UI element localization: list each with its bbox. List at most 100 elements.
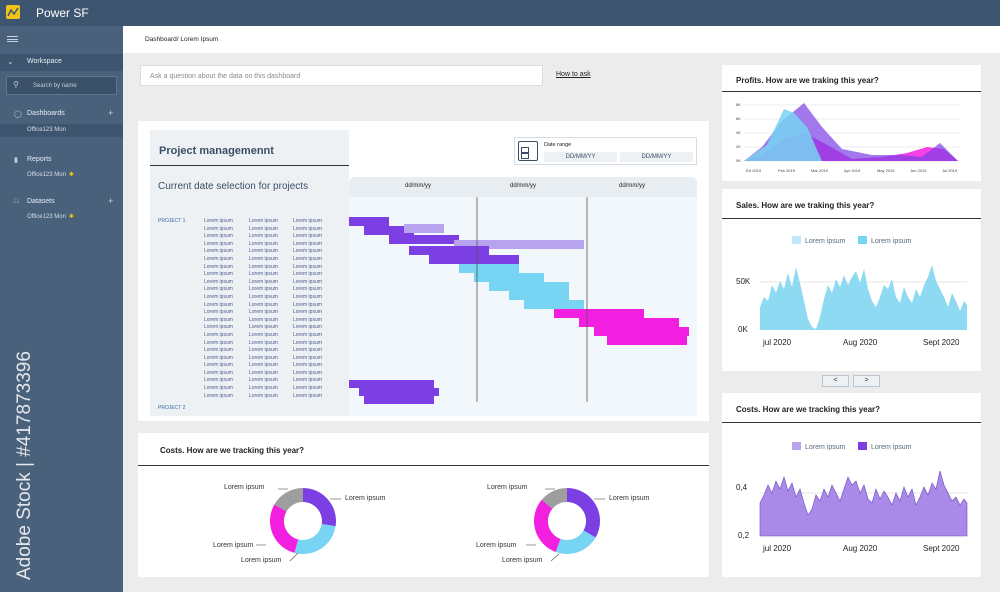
gantt-bar[interactable]	[607, 336, 687, 345]
date-to-field[interactable]: DD/MM/YY	[620, 152, 693, 162]
gantt-bar[interactable]	[404, 224, 444, 233]
project-task-label: Lorem ipsum	[249, 362, 278, 369]
project-task-label: Lorem ipsum	[249, 339, 278, 346]
gantt-bar[interactable]	[359, 388, 439, 396]
legend-swatch	[792, 236, 801, 244]
gantt-bar[interactable]	[554, 309, 644, 318]
legend-label: Lorem ipsum	[871, 238, 912, 245]
donut-leader-lines	[256, 488, 605, 562]
project-task-label: Lorem ipsum	[293, 255, 322, 262]
legend-label: Lorem ipsum	[871, 444, 912, 451]
date-range-picker[interactable]: Date range DD/MM/YY DD/MM/YY	[514, 137, 697, 165]
add-dashboard-icon[interactable]: +	[108, 108, 114, 118]
donut-2-slice-magenta	[533, 499, 561, 552]
gantt-bar[interactable]	[364, 396, 434, 404]
gantt-bar[interactable]	[409, 246, 489, 255]
gantt-bar[interactable]	[349, 217, 389, 226]
gantt-bar[interactable]	[454, 240, 584, 249]
project-task-label: Lorem ipsum	[249, 369, 278, 376]
gantt-bar[interactable]	[489, 282, 569, 291]
project-task-label: Lorem ipsum	[249, 347, 278, 354]
costs-right-panel: Costs. How are we tracking this year? Lo…	[722, 393, 981, 577]
project-task-label: Lorem ipsum	[204, 286, 233, 293]
profits-title: Profits. How are we traking this year?	[736, 76, 879, 85]
project-task-label: Lorem ipsum	[204, 324, 233, 331]
sales-panel: Sales. How are we traking this year? Lor…	[722, 189, 981, 371]
gantt-bar[interactable]	[509, 291, 569, 300]
costs-legend-item[interactable]: Lorem ipsum	[858, 442, 911, 451]
project-task-label: Lorem ipsum	[204, 392, 233, 399]
project-task-label: Lorem ipsum	[249, 301, 278, 308]
sales-area-chart[interactable]	[722, 189, 981, 371]
gantt-bar[interactable]	[474, 273, 544, 282]
legend-swatch	[792, 442, 801, 450]
sidebar-subitem-label: Office123 Mon	[27, 127, 66, 133]
sidebar-subitem-dashboards[interactable]: Office123 Mon	[0, 124, 123, 137]
gantt-svg	[349, 193, 689, 404]
gantt-bar[interactable]	[594, 327, 689, 336]
app-logo-icon[interactable]	[6, 5, 20, 19]
project-task-label: Lorem ipsum	[204, 233, 233, 240]
sidebar-subitem-label: Office123 Mon	[27, 214, 66, 220]
gantt-bar[interactable]	[364, 226, 414, 235]
project-task-label: Lorem ipsum	[293, 392, 322, 399]
project-task-label: Lorem ipsum	[293, 293, 322, 300]
gantt-bar[interactable]	[429, 255, 519, 264]
costs-legend-item[interactable]: Lorem ipsum	[792, 442, 845, 451]
profits-x-tick: Apr 2019	[844, 168, 861, 173]
gantt-bar[interactable]	[524, 300, 584, 309]
sidebar-search-input[interactable]: ⚲ Search by name	[6, 76, 117, 95]
divider	[722, 218, 981, 219]
add-dataset-icon[interactable]: +	[108, 196, 114, 206]
next-page-button[interactable]: >	[853, 375, 880, 387]
hamburger-menu-icon[interactable]	[7, 36, 18, 42]
divider	[722, 91, 981, 92]
legend-label: Lorem ipsum	[805, 238, 846, 245]
sales-y-tick: 0K	[738, 325, 748, 334]
project-task-label: Lorem ipsum	[204, 225, 233, 232]
donut-1-slice-grey	[274, 488, 303, 512]
how-to-ask-link[interactable]: How to ask	[556, 71, 591, 78]
project-task-label: Lorem ipsum	[249, 385, 278, 392]
calendar-icon	[518, 141, 538, 161]
breadcrumb[interactable]: Dashboard/ Lorem Ipsum	[145, 36, 219, 43]
app-title: Power SF	[36, 6, 89, 20]
ask-question-input[interactable]: Ask a question about the data on this da…	[140, 65, 543, 86]
project-task-label: Lorem ipsum	[204, 316, 233, 323]
project-task-label: Lorem ipsum	[293, 248, 322, 255]
workspace-toggle[interactable]: ⌄ Workspace	[0, 54, 123, 71]
gantt-column-date: dd/mm/yy	[619, 183, 646, 189]
project-task-label: Lorem ipsum	[293, 225, 322, 232]
donut-chart-1	[269, 488, 337, 555]
profits-y-tick: 8K	[736, 102, 741, 107]
gantt-bar[interactable]	[349, 380, 434, 388]
costs-area-chart[interactable]	[722, 393, 981, 577]
donut-2-slice-purple	[567, 488, 601, 538]
costs-y-tick: 0,4	[736, 483, 748, 492]
profits-panel: Profits. How are we traking this year? 8…	[722, 65, 981, 181]
date-from-field[interactable]: DD/MM/YY	[544, 152, 617, 162]
gantt-chart[interactable]	[349, 193, 697, 416]
project-task-label: Lorem ipsum	[249, 331, 278, 338]
bar-chart-icon: ▮	[14, 157, 18, 164]
gantt-bar[interactable]	[459, 264, 519, 273]
project-task-label: Lorem ipsum	[293, 347, 322, 354]
profits-area-chart[interactable]	[722, 65, 981, 181]
donut-1-slice-purple	[303, 488, 337, 527]
sales-legend-item[interactable]: Lorem ipsum	[858, 236, 911, 245]
project-task-label: Lorem ipsum	[293, 271, 322, 278]
project-2-label: PROJECT 2	[158, 405, 186, 411]
costs-y-tick: 0,2	[738, 531, 750, 540]
sales-legend-item[interactable]: Lorem ipsum	[792, 236, 845, 245]
prev-page-button[interactable]: <	[822, 375, 849, 387]
gantt-bar[interactable]	[389, 235, 459, 244]
donut-2-label: Lorem ipsum	[476, 542, 517, 549]
donut-charts[interactable]	[138, 433, 709, 577]
project-task-label: Lorem ipsum	[249, 271, 278, 278]
sales-x-tick: Sept 2020	[923, 338, 960, 347]
sidebar-subitem-reports[interactable]: Office123 Mon ✱	[0, 168, 123, 181]
sidebar-subitem-datasets[interactable]: Office123 Mon ✱	[0, 210, 123, 223]
profits-series-sky	[744, 109, 822, 161]
legend-swatch	[858, 442, 867, 450]
gantt-bar[interactable]	[579, 318, 679, 327]
